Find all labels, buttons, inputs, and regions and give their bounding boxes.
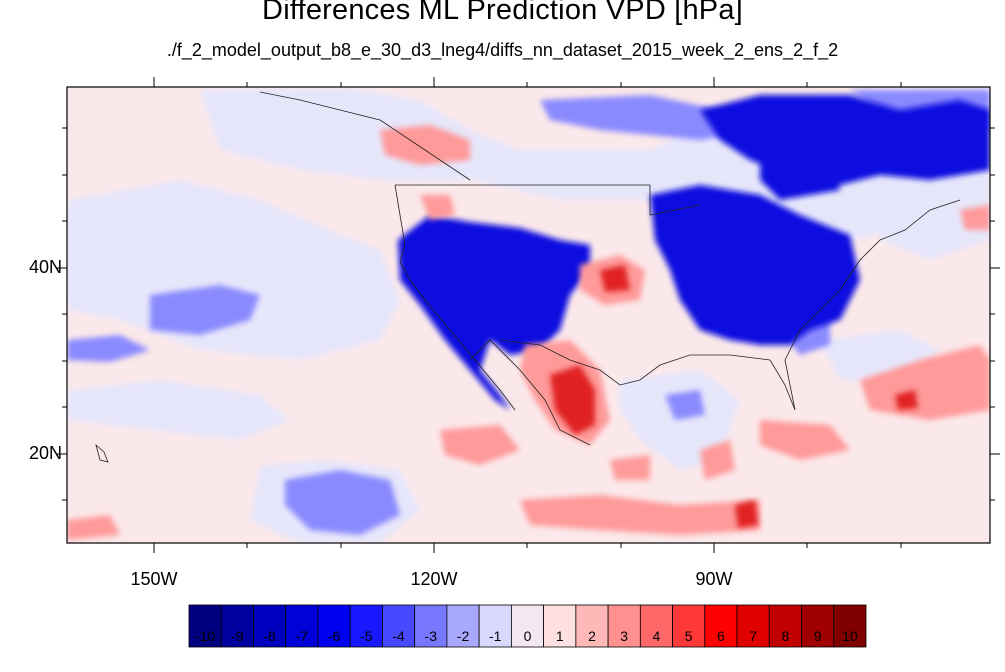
colorbar-swatch xyxy=(768,604,802,648)
colorbar-swatch xyxy=(510,604,545,648)
colorbar-swatch xyxy=(188,604,222,648)
colorbar-swatch xyxy=(575,604,609,648)
colorbar-swatch xyxy=(704,604,738,648)
colorbar-tick-label: -3 xyxy=(424,628,437,644)
map-frame xyxy=(66,86,991,544)
lon-tick-label-120w: 120W xyxy=(410,569,458,589)
map-subtitle: ./f_2_model_output_b8_e_30_d3_lneg4/diff… xyxy=(166,40,839,60)
colorbar-tick-label: -9 xyxy=(231,628,244,644)
colorbar-swatch xyxy=(220,604,254,648)
colorbar-tick-label: -6 xyxy=(327,628,341,644)
colorbar-swatch xyxy=(446,604,480,648)
colorbar-swatch xyxy=(639,604,673,648)
colorbar-swatch xyxy=(414,604,448,648)
colorbar-swatch xyxy=(607,604,641,648)
lon-tick-label-150w: 150W xyxy=(130,569,178,589)
colorbar-tick-label: 2 xyxy=(588,628,596,644)
dark-blue-field xyxy=(398,95,990,410)
dark-red-field xyxy=(550,265,918,528)
colorbar-tick-label: 0 xyxy=(523,628,532,644)
coastlines xyxy=(95,91,961,463)
colorbar-swatch xyxy=(478,604,512,648)
colorbar-tick-label: 10 xyxy=(842,628,858,644)
colorbar xyxy=(188,604,867,648)
colorbar-tick-label: 1 xyxy=(555,628,564,644)
colorbar-tick-label: 6 xyxy=(717,628,725,644)
colorbar-swatch xyxy=(833,604,867,648)
colorbar-swatch xyxy=(672,604,706,648)
colorbar-swatch xyxy=(253,604,287,648)
colorbar-swatch xyxy=(736,604,770,648)
colorbar-tick-label: 7 xyxy=(749,628,758,644)
colorbar-swatch xyxy=(285,604,319,648)
colorbar-tick-label: -8 xyxy=(263,628,276,644)
axis-ticks xyxy=(57,77,1000,553)
colorbar-tick-label: 9 xyxy=(813,628,822,644)
colorbar-tick-label: -1 xyxy=(489,628,502,644)
colorbar-tick-label: -4 xyxy=(392,628,405,644)
colorbar-tick-label: -2 xyxy=(456,628,470,644)
colorbar-swatch xyxy=(543,604,577,648)
map-field xyxy=(67,87,990,543)
colorbar-tick-label: 4 xyxy=(652,628,661,644)
colorbar-tick-label: -5 xyxy=(360,628,373,644)
lat-tick-label-20n: 20N xyxy=(28,443,62,463)
map-title: Differences ML Prediction VPD [hPa] xyxy=(262,0,743,26)
colorbar-swatch xyxy=(801,604,835,648)
colorbar-swatch xyxy=(317,604,351,648)
colorbar-tick-label: -10 xyxy=(194,628,216,644)
lon-tick-label-90w: 90W xyxy=(695,569,733,589)
colorbar-tick-label: 8 xyxy=(781,628,790,644)
lat-tick-label-40n: 40N xyxy=(28,257,62,277)
colorbar-swatch xyxy=(382,604,416,648)
colorbar-tick-label: 5 xyxy=(684,628,693,644)
colorbar-tick-label: 3 xyxy=(620,628,629,644)
colorbar-tick-label: -7 xyxy=(295,628,309,644)
